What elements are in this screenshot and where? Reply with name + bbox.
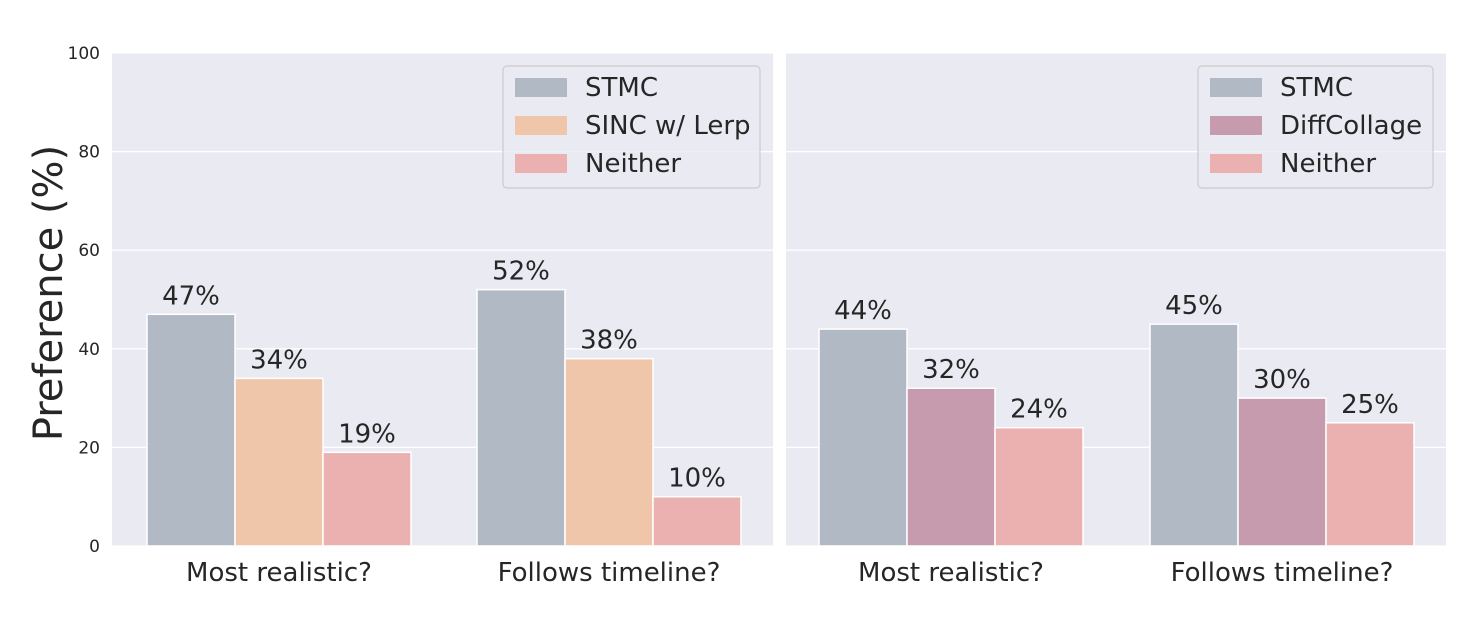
panel1-bar-sinc-w-lerp-2 xyxy=(564,357,654,547)
panel2-bar-diffcollage-2 xyxy=(1237,397,1327,547)
panel2-data-label: 44% xyxy=(834,296,892,326)
panel2-bar-diffcollage-1 xyxy=(906,387,996,547)
panel1-bar-stmc-2 xyxy=(476,288,566,547)
panel2-legend-label: STMC xyxy=(1280,73,1353,103)
panel1-data-label: 47% xyxy=(162,281,220,311)
y-axis-label: Preference (%) xyxy=(26,145,72,441)
panel1-ytick-label-20: 20 xyxy=(78,438,100,458)
panel2-legend-swatch xyxy=(1210,116,1262,135)
panel1-ytick-label-60: 60 xyxy=(78,241,100,261)
panel1-bar-neither-2 xyxy=(652,495,742,547)
panel2-data-label: 25% xyxy=(1341,390,1399,420)
panel2-data-label: 32% xyxy=(922,355,980,385)
panel1-ytick-label-100: 100 xyxy=(68,44,100,64)
panel1-ytick-label-40: 40 xyxy=(78,340,100,360)
panel2-legend-label: Neither xyxy=(1280,149,1376,179)
panel1-data-label: 38% xyxy=(580,326,638,356)
panel1-ytick-label-0: 0 xyxy=(89,537,100,557)
panel1-data-label: 52% xyxy=(492,257,550,287)
panel1-data-label: 34% xyxy=(250,345,308,375)
panel1-bar-stmc-1 xyxy=(146,313,236,547)
panel2-legend-swatch xyxy=(1210,78,1262,97)
panel1-bar-neither-1 xyxy=(322,451,412,547)
panel2-data-label: 45% xyxy=(1165,291,1223,321)
panel2-bar-stmc-2 xyxy=(1149,323,1239,547)
panel1-legend: STMC SINC w/ Lerp Neither xyxy=(502,65,761,189)
panel2-bar-stmc-1 xyxy=(818,328,908,547)
panel2-bar-neither-2 xyxy=(1325,422,1415,547)
panel2-xtick-label-2: Follows timeline? xyxy=(1171,558,1394,588)
panel1-xtick-label-2: Follows timeline? xyxy=(498,558,721,588)
panel2-legend-label: DiffCollage xyxy=(1280,111,1422,141)
panel2-bar-neither-1 xyxy=(994,426,1084,547)
panel1-legend-box xyxy=(502,65,761,189)
panel1-legend-swatch xyxy=(515,154,567,173)
panel1-bar-sinc-w-lerp-1 xyxy=(234,377,324,547)
panel-2: 44% 45% 32% 30% 24% 25% Most realistic? Follows… xyxy=(786,52,1446,588)
panel2-legend-swatch xyxy=(1210,154,1262,173)
panel2-data-label: 30% xyxy=(1253,365,1311,395)
panel1-legend-label: STMC xyxy=(585,73,658,103)
panel1-ytick-label-80: 80 xyxy=(78,143,100,163)
panel-1: 0 20 40 60 80 100 47% 52% 34% 38% 19% 10% Most reali… xyxy=(68,44,773,588)
panel1-data-label: 19% xyxy=(338,419,396,449)
panel1-legend-swatch xyxy=(515,78,567,97)
panel2-xtick-label-1: Most realistic? xyxy=(858,558,1044,588)
panel2-legend: STMC DiffCollage Neither xyxy=(1197,65,1434,189)
panel2-data-label: 24% xyxy=(1010,395,1068,425)
panel1-xtick-label-1: Most realistic? xyxy=(186,558,372,588)
panel1-legend-label: SINC w/ Lerp xyxy=(585,111,751,141)
panel1-legend-label: Neither xyxy=(585,149,681,179)
panel1-data-label: 10% xyxy=(668,464,726,494)
panel1-legend-swatch xyxy=(515,116,567,135)
